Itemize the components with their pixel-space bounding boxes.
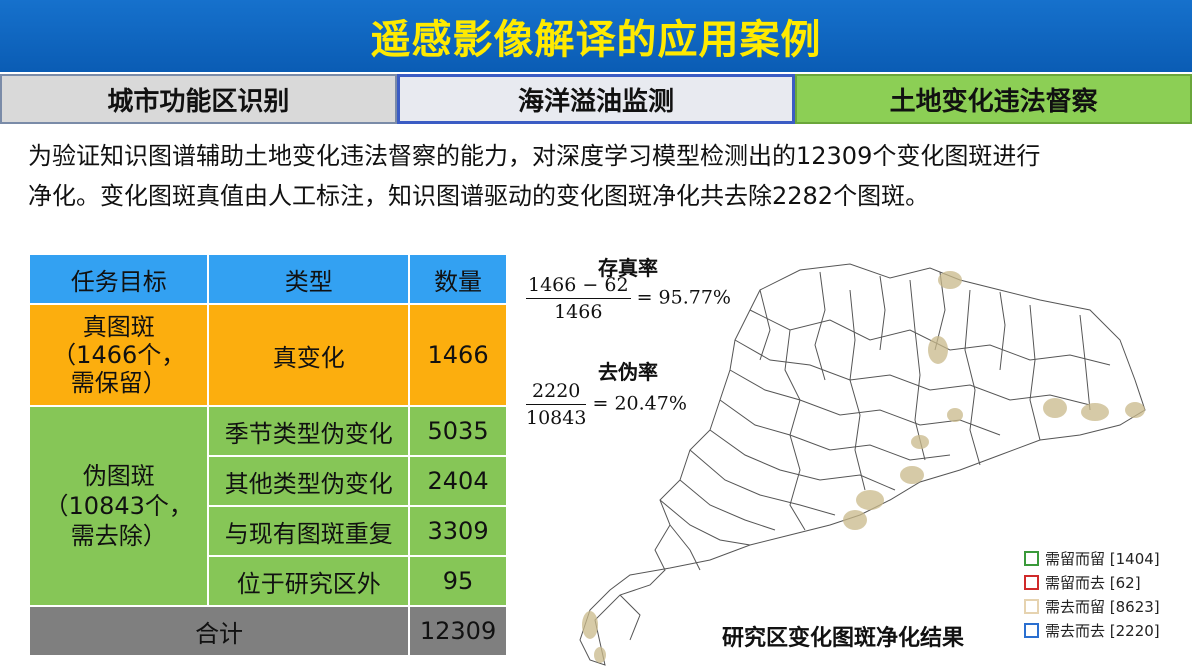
map-outline — [579, 263, 1146, 666]
table-row: 位于研究区外 95 — [29, 555, 508, 607]
study-area-map — [579, 263, 1146, 666]
remove-numerator: 2220 — [526, 380, 587, 405]
legend-item: 需去而留 [8623] — [1024, 594, 1160, 618]
intro-text: 为验证知识图谱辅助土地变化违法督察的能力，对深度学习模型检测出的12309个变化… — [28, 136, 1178, 216]
false-group-count-note: （10843个， — [44, 492, 193, 520]
legend-label: 需去而去 [2220] — [1045, 621, 1160, 640]
legend-swatch — [1024, 622, 1039, 638]
legend-label: 需去而留 [8623] — [1045, 597, 1160, 616]
header-task: 任务目标 — [27, 253, 210, 305]
header-type: 类型 — [207, 253, 411, 305]
map-legend: 需留而留 [1404] 需留而去 [62] 需去而留 [8623] 需去而去 [… — [1024, 546, 1160, 642]
intro-line-2: 净化。变化图斑真值由人工标注，知识图谱驱动的变化图斑净化共去除2282个图斑。 — [28, 182, 930, 210]
total-count: 12309 — [408, 605, 508, 657]
change-patch — [1043, 398, 1067, 418]
legend-swatch — [1024, 598, 1039, 614]
map-caption: 研究区变化图斑净化结果 — [722, 626, 965, 651]
change-patch — [1081, 403, 1109, 421]
false-type: 位于研究区外 — [207, 555, 411, 607]
remove-rate-formula: 2220 10843 = 20.47% — [526, 380, 687, 429]
change-patch — [594, 647, 606, 663]
change-patch — [938, 271, 962, 289]
false-group-title: 伪图斑 — [82, 462, 155, 490]
intro-line-1: 为验证知识图谱辅助土地变化违法督察的能力，对深度学习模型检测出的12309个变化… — [28, 142, 1041, 170]
table-total-row: 合计 12309 — [27, 605, 508, 657]
table-row: 伪图斑 （10843个， 需去除） 季节类型伪变化 5035 — [27, 405, 508, 607]
retain-numerator: 1466 − 62 — [526, 274, 631, 299]
false-count: 5035 — [408, 405, 508, 457]
true-count: 1466 — [408, 303, 508, 407]
remove-rate-label: 去伪率 — [598, 360, 658, 384]
false-count: 3309 — [408, 505, 508, 557]
retain-fraction: 1466 − 62 1466 — [526, 274, 631, 323]
remove-denominator: 10843 — [526, 407, 587, 429]
legend-label: 需留而去 [62] — [1045, 573, 1141, 592]
remove-fraction: 2220 10843 — [526, 380, 587, 429]
false-group-label: 伪图斑 （10843个， 需去除） — [27, 405, 210, 607]
change-patch — [947, 408, 963, 422]
legend-swatch — [1024, 550, 1039, 566]
change-patch — [582, 611, 598, 639]
legend-item: 需留而留 [1404] — [1024, 546, 1160, 570]
true-group-action: 需保留） — [70, 369, 167, 397]
legend-label: 需留而留 [1404] — [1045, 549, 1160, 568]
false-type: 季节类型伪变化 — [207, 405, 411, 457]
false-count: 95 — [408, 555, 508, 607]
header-count: 数量 — [408, 253, 508, 305]
retain-result: = 95.77% — [636, 286, 731, 309]
change-patch — [843, 510, 867, 530]
change-patch — [900, 466, 924, 484]
total-label: 合计 — [27, 605, 411, 657]
false-type: 与现有图斑重复 — [207, 505, 411, 557]
title-bar: 遥感影像解译的应用案例 — [0, 0, 1192, 72]
retain-denominator: 1466 — [554, 301, 603, 323]
legend-swatch — [1024, 574, 1039, 590]
true-group-count-note: （1466个， — [52, 341, 186, 369]
remove-result: = 20.47% — [592, 392, 687, 415]
true-type: 真变化 — [207, 303, 411, 407]
change-patch — [1125, 402, 1145, 418]
change-patch — [928, 336, 948, 364]
tab-urban-function[interactable]: 城市功能区识别 — [0, 74, 397, 124]
table-header-row: 任务目标 类型 数量 — [27, 253, 508, 305]
tab-land-change[interactable]: 土地变化违法督察 — [795, 74, 1192, 124]
table-row: 其他类型伪变化 2404 — [29, 455, 508, 507]
true-group-label: 真图斑 （1466个， 需保留） — [27, 303, 210, 407]
tab-oil-spill[interactable]: 海洋溢油监测 — [396, 74, 796, 124]
table-row: 真图斑 （1466个， 需保留） 真变化 1466 — [27, 303, 508, 407]
false-type: 其他类型伪变化 — [207, 455, 411, 507]
false-count: 2404 — [408, 455, 508, 507]
retain-rate-label: 存真率 — [598, 256, 658, 280]
legend-item: 需去而去 [2220] — [1024, 618, 1160, 642]
retain-rate-formula: 1466 − 62 1466 = 95.77% — [526, 274, 731, 323]
change-patch — [911, 435, 929, 449]
page-title: 遥感影像解译的应用案例 — [370, 17, 822, 63]
map-change-patches — [582, 271, 1145, 663]
change-patch — [856, 490, 884, 510]
result-table: 任务目标 类型 数量 真图斑 （1466个， 需保留） 真变化 1466 伪图斑… — [27, 253, 508, 657]
table-row: 与现有图斑重复 3309 — [29, 505, 508, 557]
false-group-action: 需去除） — [70, 522, 167, 550]
legend-item: 需留而去 [62] — [1024, 570, 1160, 594]
tab-bar: 城市功能区识别 海洋溢油监测 土地变化违法督察 — [0, 74, 1192, 124]
true-group-title: 真图斑 — [82, 313, 155, 341]
